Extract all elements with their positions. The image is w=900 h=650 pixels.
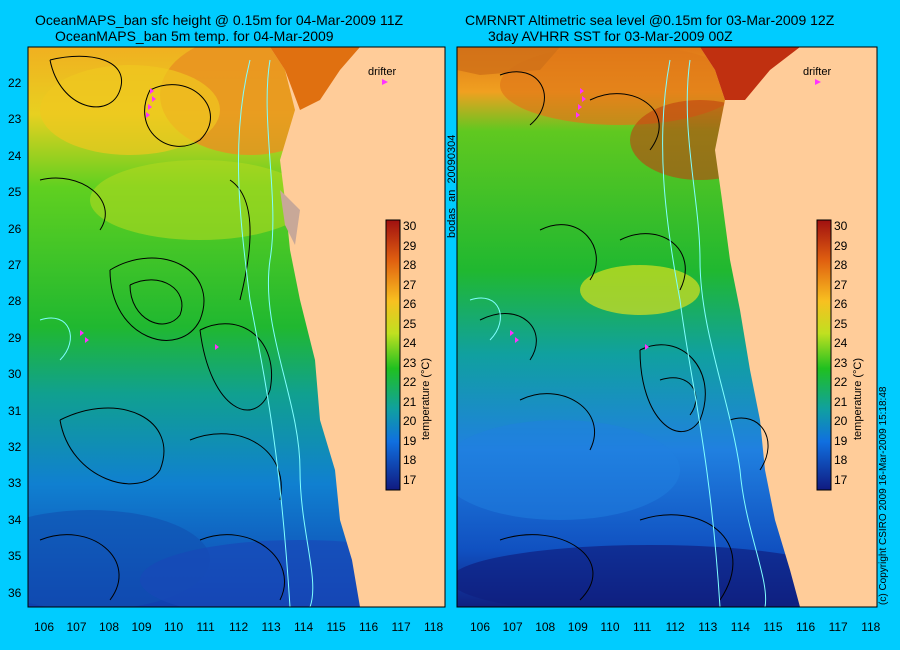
lon-tick-label-left: 110: [164, 620, 184, 634]
right-map: [457, 47, 877, 607]
colorbar-tick-right: 30: [834, 219, 848, 233]
lat-tick-label: 23: [8, 112, 22, 127]
lon-tick-label-left: 106: [34, 620, 55, 634]
lon-tick-label-right: 107: [502, 620, 523, 634]
lon-tick-label-right: 113: [698, 620, 718, 634]
colorbar-tick-right: 17: [834, 472, 848, 487]
colorbar-tick-right: 28: [834, 258, 848, 272]
colorbar-tick-right: 23: [834, 355, 848, 370]
lat-tick-label: 31: [8, 403, 22, 418]
colorbar-tick-left: 18: [403, 453, 417, 467]
lon-tick-label-left: 109: [131, 620, 152, 634]
lon-tick-label-right: 116: [796, 620, 816, 634]
lat-tick-label: 24: [8, 148, 22, 163]
lat-tick-label: 25: [8, 185, 22, 200]
lon-tick-label-left: 111: [196, 620, 215, 634]
colorbar-tick-right: 24: [834, 336, 848, 350]
colorbar-tick-right: 26: [834, 297, 848, 311]
right-title-line2: 3day AVHRR SST for 03-Mar-2009 00Z: [488, 28, 733, 44]
lon-tick-label-left: 107: [66, 620, 87, 634]
colorbar-tick-left: 17: [403, 472, 417, 487]
colorbar-tick-left: 21: [403, 394, 417, 409]
lon-tick-label-right: 108: [535, 620, 556, 634]
lon-tick-label-left: 113: [261, 620, 281, 634]
lon-tick-label-right: 115: [763, 620, 783, 634]
colorbar-tick-left: 25: [403, 316, 417, 331]
colorbar-tick-left: 24: [403, 336, 417, 350]
lat-tick-label: 33: [8, 476, 22, 491]
right-title-line1: CMRNRT Altimetric sea level @0.15m for 0…: [465, 12, 835, 28]
lon-tick-label-left: 115: [326, 620, 346, 634]
lon-tick-label-right: 112: [665, 620, 685, 634]
copyright-label: (c) Copyright CSIRO 2009 16-Mar-2009 15:…: [878, 386, 889, 605]
lat-tick-label: 30: [8, 367, 22, 382]
lat-tick-label: 27: [8, 258, 22, 272]
colorbar-tick-left: 30: [403, 219, 417, 233]
colorbar-tick-right: 20: [834, 414, 848, 428]
lat-tick-label: 28: [8, 294, 22, 309]
colorbar-tick-left: 20: [403, 414, 417, 428]
left-land: [270, 47, 445, 607]
left-title-line2: OceanMAPS_ban 5m temp. for 04-Mar-2009: [55, 28, 334, 44]
left-colorbar-label: temperature (°C): [420, 357, 432, 440]
colorbar-tick-left: 27: [403, 277, 417, 292]
lon-tick-label-left: 118: [424, 620, 444, 634]
lon-tick-label-right: 106: [470, 620, 491, 634]
colorbar-tick-left: 26: [403, 297, 417, 311]
colorbar-tick-right: 25: [834, 316, 848, 331]
right-land: [700, 47, 877, 607]
lon-tick-label-right: 118: [861, 620, 881, 634]
right-drifter-markers: [510, 79, 821, 350]
right-colorbar: [816, 219, 832, 491]
lon-tick-label-left: 108: [99, 620, 120, 634]
right-colorbar-label: temperature (°C): [852, 357, 864, 440]
lon-tick-label-left: 114: [294, 620, 314, 634]
lat-tick-label: 29: [8, 330, 22, 345]
lon-tick-label-right: 111: [633, 620, 652, 634]
lat-tick-label: 36: [8, 585, 22, 600]
colorbar-tick-right: 29: [834, 238, 848, 253]
left-drifter-markers: [80, 79, 388, 350]
lon-tick-label-left: 112: [229, 620, 249, 634]
lon-tick-label-right: 110: [600, 620, 620, 634]
lat-tick-label: 22: [8, 76, 22, 90]
colorbar-tick-right: 27: [834, 277, 848, 292]
left-colorbar: [385, 219, 401, 491]
colorbar-tick-right: 19: [834, 433, 848, 448]
lat-tick-label: 32: [8, 440, 22, 454]
run-id-label: bodas_an_20090304: [446, 134, 458, 238]
colorbar-tick-left: 23: [403, 355, 417, 370]
colorbar-tick-right: 21: [834, 394, 848, 409]
colorbar-tick-right: 22: [834, 375, 848, 389]
left-title-line1: OceanMAPS_ban sfc height @ 0.15m for 04-…: [35, 12, 404, 28]
lat-tick-label: 34: [8, 512, 22, 527]
colorbar-tick-left: 28: [403, 258, 417, 272]
colorbar-tick-left: 19: [403, 433, 417, 448]
lon-tick-label-left: 117: [391, 620, 411, 634]
lon-tick-label-right: 117: [828, 620, 848, 634]
left-map: [28, 47, 445, 607]
right-drifter-label: drifter: [803, 66, 832, 78]
lat-tick-label: 35: [8, 549, 22, 564]
lat-tick-label: 26: [8, 221, 22, 236]
lon-tick-label-right: 109: [567, 620, 588, 634]
colorbar-tick-left: 22: [403, 375, 417, 389]
left-drifter-label: drifter: [368, 66, 397, 78]
colorbar-tick-left: 29: [403, 238, 417, 253]
colorbar-tick-right: 18: [834, 453, 848, 467]
lon-tick-label-left: 116: [359, 620, 379, 634]
lon-tick-label-right: 114: [730, 620, 750, 634]
